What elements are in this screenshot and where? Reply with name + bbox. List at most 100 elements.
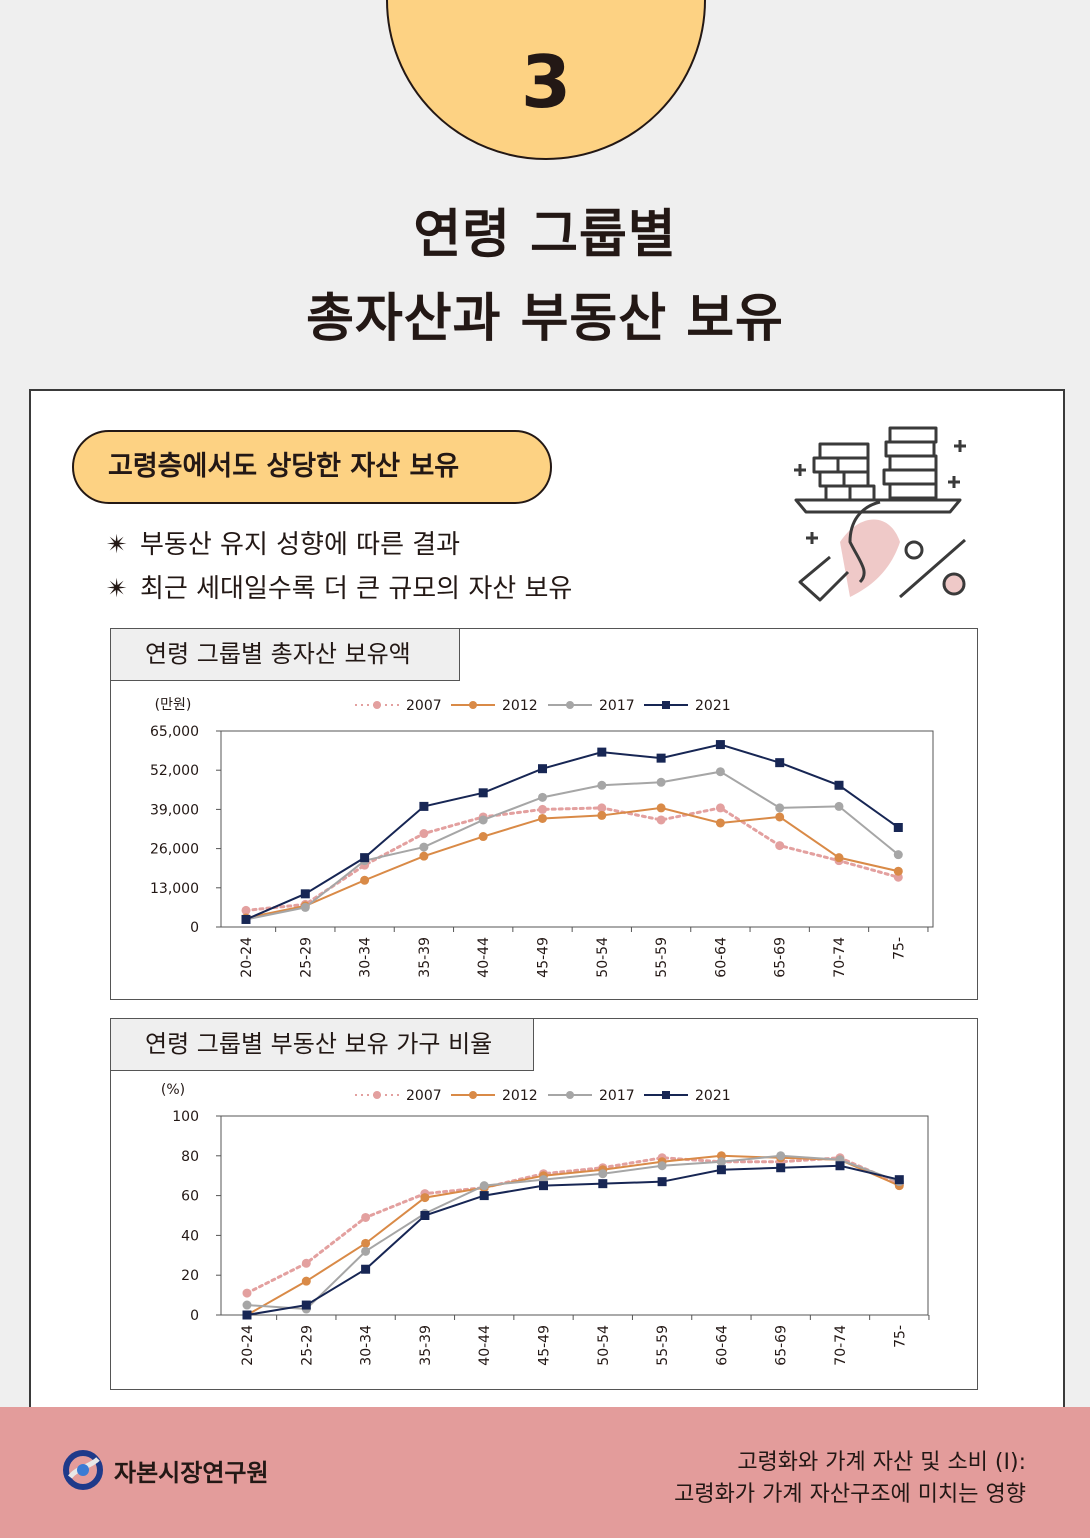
kcmi-logo-icon xyxy=(63,1450,103,1490)
data-point-2012 xyxy=(597,810,607,820)
data-point-2021 xyxy=(597,747,607,757)
x-tick-label: 60-64 xyxy=(714,1325,730,1366)
y-tick-label: 26,000 xyxy=(150,842,199,858)
data-point-2021 xyxy=(301,1300,311,1310)
series-line-2007 xyxy=(244,806,900,912)
legend-marker xyxy=(469,701,477,709)
data-point-2012 xyxy=(361,1238,371,1248)
x-tick-label: 45-49 xyxy=(537,1325,553,1366)
bullet-item: ✴ 최근 세대일수록 더 큰 규모의 자산 보유 xyxy=(106,568,572,605)
y-tick-label: 13,000 xyxy=(150,881,199,897)
x-tick-label: 35-39 xyxy=(417,937,433,978)
legend-marker xyxy=(373,1091,381,1099)
data-point-2021 xyxy=(716,1165,726,1175)
data-point-2012 xyxy=(656,803,666,813)
y-tick-label: 40 xyxy=(181,1228,199,1244)
data-point-2007 xyxy=(419,829,429,839)
section-number: 3 xyxy=(520,40,572,124)
data-point-2021 xyxy=(242,1310,252,1320)
x-tick-label: 30-34 xyxy=(358,937,374,978)
y-tick-label: 20 xyxy=(181,1268,199,1284)
real-estate-chart-plot: (%) 0 20 40 60 80 100 20-24 25-29 30-34 35-39 40-44… xyxy=(161,1082,930,1366)
y-tick-label: 0 xyxy=(190,920,199,936)
legend-marker xyxy=(566,1091,574,1099)
legend-label: 2017 xyxy=(599,698,635,714)
x-tick-label: 25-29 xyxy=(299,1325,315,1366)
data-point-2017 xyxy=(776,1151,786,1161)
report-title-line1: 고령화와 가계 자산 및 소비 (I): xyxy=(737,1450,1026,1475)
data-point-2017 xyxy=(893,850,903,860)
footer-bar xyxy=(0,1407,1090,1538)
data-point-2012 xyxy=(301,1276,311,1286)
series-line-2007 xyxy=(245,1156,901,1295)
y-tick-label: 80 xyxy=(181,1149,199,1165)
y-tick-label: 60 xyxy=(181,1189,199,1205)
legend-label: 2007 xyxy=(406,1088,442,1104)
y-tick-label: 0 xyxy=(190,1308,199,1324)
total-assets-chart: 연령 그룹별 총자산 보유액 (만원) 0 13,000 26,000 39,000 52… xyxy=(110,628,978,1000)
legend-marker xyxy=(373,701,381,709)
x-tick-label: 50-54 xyxy=(595,937,611,978)
data-point-2017 xyxy=(419,842,429,852)
page-title-line1: 연령 그룹별 xyxy=(413,205,677,265)
series-line-2012 xyxy=(245,806,900,919)
x-tick-label: 65-69 xyxy=(774,1325,790,1366)
data-point-2012 xyxy=(715,818,725,828)
series-line-2012 xyxy=(246,1154,901,1316)
data-point-2017 xyxy=(656,777,666,787)
x-tick-label: 70-74 xyxy=(832,937,848,978)
data-point-2021 xyxy=(715,740,725,750)
legend-label: 2007 xyxy=(406,698,442,714)
page-title-line2: 총자산과 부동산 보유 xyxy=(306,289,784,349)
data-point-2021 xyxy=(834,780,844,790)
data-point-2012 xyxy=(420,1193,430,1203)
data-point-2021 xyxy=(598,1179,608,1189)
x-tick-label: 25-29 xyxy=(298,937,314,978)
total-assets-chart-plot: (만원) 0 13,000 26,000 39,000 52,000 65,000 20-24… xyxy=(150,697,934,978)
y-axis-unit-label: (만원) xyxy=(155,697,192,713)
y-tick-label: 65,000 xyxy=(150,724,199,740)
data-point-2007 xyxy=(241,905,251,915)
y-tick-label: 39,000 xyxy=(150,802,199,818)
series-line-2021 xyxy=(245,743,900,921)
data-point-2017 xyxy=(361,1246,371,1256)
data-point-2021 xyxy=(300,889,310,899)
data-point-2017 xyxy=(598,1169,608,1179)
data-point-2021 xyxy=(360,853,370,863)
legend-label: 2012 xyxy=(502,1088,538,1104)
x-tick-label: 40-44 xyxy=(476,937,492,978)
star-bullet-icon: ✴ xyxy=(106,530,128,560)
data-point-2012 xyxy=(360,875,370,885)
data-point-2021 xyxy=(657,1177,667,1187)
data-point-2007 xyxy=(597,803,607,813)
y-tick-label: 52,000 xyxy=(150,763,199,779)
data-point-2021 xyxy=(776,1163,786,1173)
data-point-2017 xyxy=(478,815,488,825)
series-line-2017 xyxy=(246,1154,901,1311)
x-tick-label: 35-39 xyxy=(418,1325,434,1366)
bullet-text: 부동산 유지 성향에 따른 결과 xyxy=(140,530,461,560)
legend-marker xyxy=(566,701,574,709)
data-point-2007 xyxy=(656,815,666,825)
x-tick-label: 65-69 xyxy=(773,937,789,978)
data-point-2021 xyxy=(893,822,903,832)
legend-marker xyxy=(662,1091,670,1099)
data-point-2021 xyxy=(420,1211,430,1220)
data-point-2021 xyxy=(835,1161,845,1171)
data-point-2017 xyxy=(834,801,844,811)
data-point-2012 xyxy=(538,813,547,823)
section-pill-label: 고령층에서도 상당한 자산 보유 xyxy=(72,430,552,504)
data-point-2021 xyxy=(894,1175,904,1185)
x-tick-label: 55-59 xyxy=(654,937,670,978)
data-point-2017 xyxy=(775,803,785,813)
x-tick-label: 75- xyxy=(891,937,907,960)
data-point-2017 xyxy=(242,1300,252,1310)
data-point-2012 xyxy=(775,812,785,822)
plot-area xyxy=(220,730,934,928)
x-tick-label: 55-59 xyxy=(655,1325,671,1366)
org-name: 자본시장연구원 xyxy=(114,1458,269,1487)
data-point-2017 xyxy=(715,767,725,777)
legend-label: 2017 xyxy=(599,1088,635,1104)
legend-label: 2021 xyxy=(695,1088,731,1104)
org-logo-block: 자본시장연구원 xyxy=(62,1449,269,1491)
